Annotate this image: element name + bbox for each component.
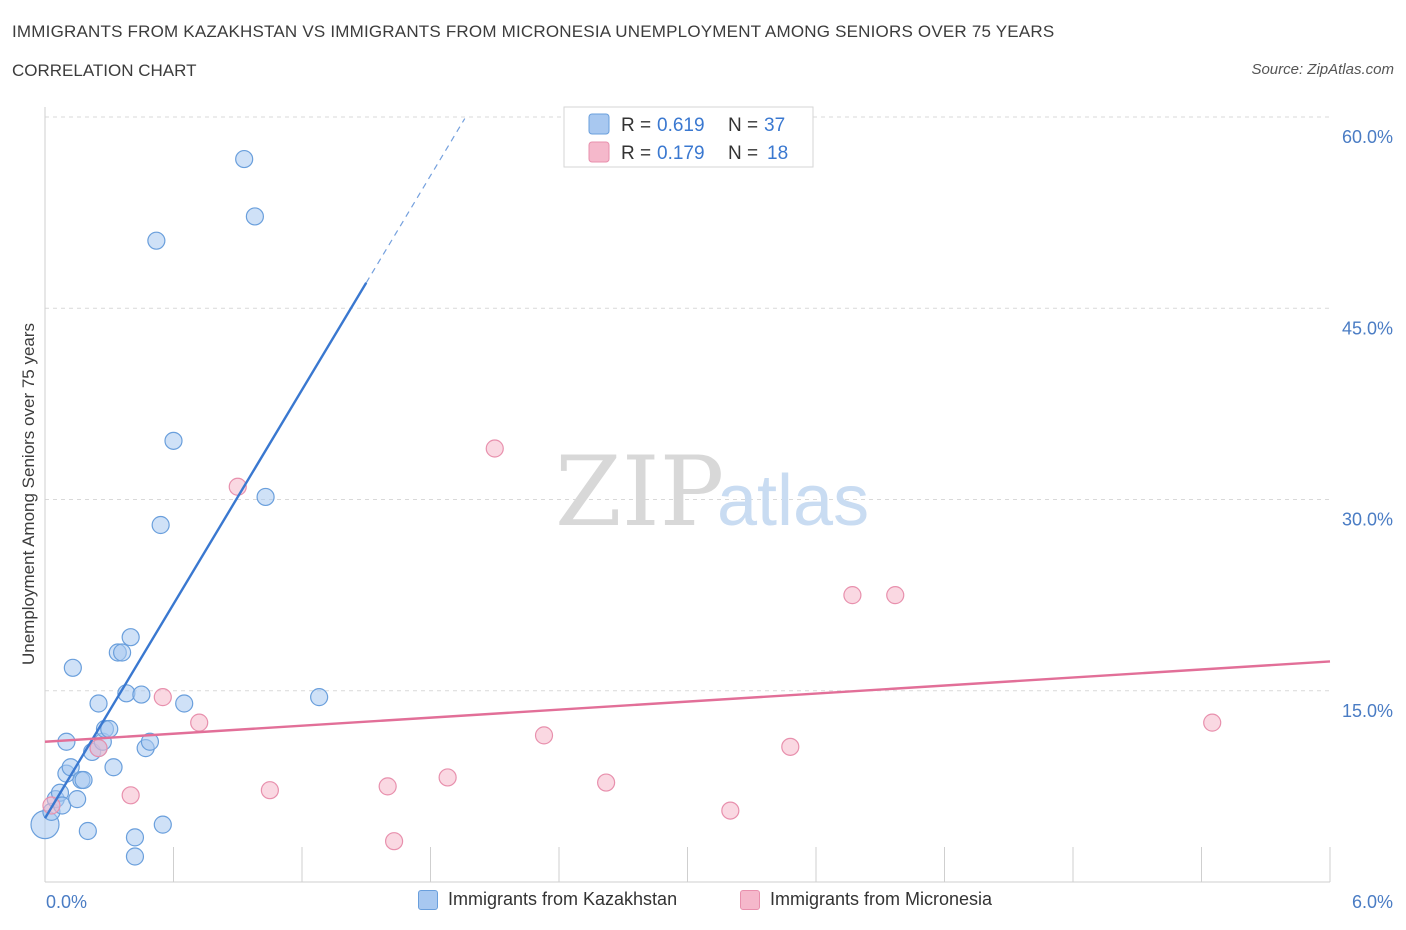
legend-row-kazakhstan: R = 0.619 N = 37 xyxy=(588,113,785,136)
point-kazakhstan xyxy=(153,815,172,834)
point-micronesia xyxy=(597,773,616,792)
point-kazakhstan xyxy=(132,685,151,704)
x-tick-label-end: 6.0% xyxy=(1352,892,1393,912)
point-micronesia xyxy=(260,781,279,800)
point-micronesia xyxy=(89,739,108,758)
point-kazakhstan xyxy=(63,658,82,677)
point-micronesia xyxy=(781,737,800,756)
trend-line-kazakhstan xyxy=(43,282,368,819)
legend-label-micronesia: Immigrants from Micronesia xyxy=(770,889,993,909)
point-micronesia xyxy=(886,586,905,605)
point-micronesia xyxy=(721,801,740,820)
chart-title: IMMIGRANTS FROM KAZAKHSTAN VS IMMIGRANTS… xyxy=(12,22,1055,41)
point-micronesia xyxy=(485,439,504,458)
legend-swatch-kazakhstan xyxy=(418,889,438,910)
legend-swatch-micronesia xyxy=(588,141,610,163)
point-kazakhstan xyxy=(140,732,160,751)
point-kazakhstan xyxy=(164,431,183,450)
legend-swatch-kazakhstan xyxy=(588,113,610,135)
point-micronesia xyxy=(121,786,140,805)
point-kazakhstan xyxy=(151,515,170,535)
point-micronesia xyxy=(378,777,397,796)
point-micronesia xyxy=(190,713,209,732)
point-kazakhstan xyxy=(89,694,108,713)
legend-bottom: Immigrants from Kazakhstan Immigrants fr… xyxy=(0,889,1406,915)
point-kazakhstan xyxy=(147,231,166,250)
watermark-zip: ZIP xyxy=(555,436,724,548)
legend-top: R = 0.619 N = 37 R = 0.179 N = 18 xyxy=(563,106,814,168)
point-micronesia xyxy=(384,832,404,851)
y-axis-label: Unemployment Among Seniors over 75 years xyxy=(19,323,38,665)
point-kazakhstan xyxy=(78,821,97,841)
tick-label-layer: 15.0% 30.0% 45.0% 60.0% 0.0% 6.0% xyxy=(46,127,1393,912)
point-kazakhstan xyxy=(125,828,145,847)
point-micronesia xyxy=(843,586,862,605)
legend-n-value: 37 xyxy=(764,115,785,136)
legend-swatch-micronesia xyxy=(740,889,760,910)
legend-r-value: 0.619 xyxy=(657,115,705,136)
trend-line-micronesia xyxy=(44,660,1331,743)
points-layer xyxy=(30,149,1222,866)
point-kazakhstan xyxy=(68,790,87,809)
trend-line-kazakhstan-extension xyxy=(365,118,466,284)
point-kazakhstan xyxy=(74,770,93,790)
point-kazakhstan xyxy=(310,688,329,707)
legend-item-kazakhstan: Immigrants from Kazakhstan xyxy=(418,889,677,910)
source-label: Source: ZipAtlas.com xyxy=(1251,61,1394,78)
point-kazakhstan xyxy=(112,643,132,662)
y-tick-label: 15.0% xyxy=(1342,701,1393,721)
legend-n-label: N = xyxy=(728,143,758,164)
legend-item-micronesia: Immigrants from Micronesia xyxy=(740,889,992,910)
legend-r-label: R = xyxy=(621,115,651,136)
point-micronesia xyxy=(1203,713,1222,732)
legend-r-label: R = xyxy=(621,143,651,164)
y-tick-label: 45.0% xyxy=(1342,318,1393,338)
point-kazakhstan xyxy=(125,847,145,866)
point-kazakhstan xyxy=(104,758,123,777)
grid-layer xyxy=(45,116,1330,692)
point-kazakhstan xyxy=(256,487,275,507)
y-tick-label: 60.0% xyxy=(1342,127,1393,147)
point-kazakhstan xyxy=(175,694,194,713)
point-micronesia xyxy=(153,688,172,707)
point-micronesia xyxy=(438,768,457,787)
point-kazakhstan xyxy=(235,149,254,169)
legend-n-value: 18 xyxy=(767,143,788,164)
legend-row-micronesia: R = 0.179 N = 18 xyxy=(588,141,788,164)
y-tick-label: 30.0% xyxy=(1342,510,1393,530)
watermark-atlas: atlas xyxy=(717,461,869,541)
legend-n-label: N = xyxy=(728,115,758,136)
point-kazakhstan xyxy=(245,207,264,226)
chart-subtitle: CORRELATION CHART xyxy=(12,61,197,80)
point-micronesia xyxy=(534,726,554,745)
watermark: ZIP atlas xyxy=(555,436,869,548)
x-tick-label-start: 0.0% xyxy=(46,892,87,912)
trend-layer xyxy=(43,118,1331,819)
axis-layer xyxy=(44,107,1331,883)
legend-label-kazakhstan: Immigrants from Kazakhstan xyxy=(448,889,678,909)
point-kazakhstan xyxy=(121,628,140,647)
legend-r-value: 0.179 xyxy=(657,143,705,164)
